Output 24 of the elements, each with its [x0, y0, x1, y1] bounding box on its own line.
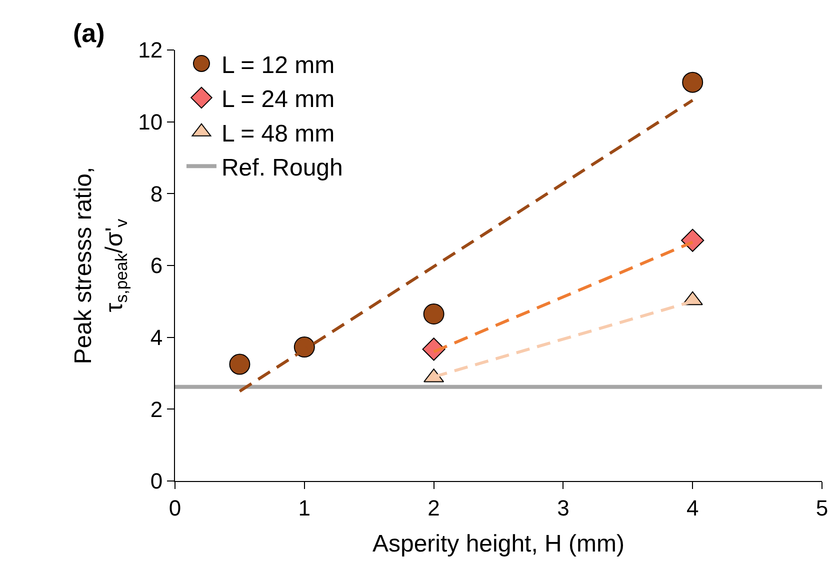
x-tick-label: 3 — [557, 495, 570, 520]
y-tick-label: 0 — [150, 468, 163, 494]
y-tick-label: 10 — [138, 110, 163, 135]
y-tick-label: 8 — [150, 181, 163, 206]
x-tick-label: 1 — [298, 495, 311, 520]
y-tick-label: 4 — [150, 325, 163, 350]
point — [681, 228, 704, 252]
point — [229, 354, 250, 375]
y-tick-label: 12 — [138, 38, 163, 63]
x-tick-label: 0 — [168, 495, 182, 520]
chart-title: (a) — [73, 18, 105, 48]
legend-label: L = 12 mm — [221, 52, 335, 79]
y-tick-label: 6 — [150, 253, 163, 278]
point — [423, 303, 444, 324]
legend-label: Ref. Rough — [221, 154, 343, 182]
x-tick-label: 2 — [428, 495, 440, 520]
x-tick-label: 5 — [816, 495, 828, 520]
legend-label: L = 24 mm — [221, 86, 335, 114]
y-tick-label: 2 — [150, 396, 163, 422]
point — [682, 72, 704, 93]
x-axis-title: Asperity height, H (mm) — [372, 530, 625, 558]
x-tick-label: 4 — [686, 495, 699, 520]
legend-label: L = 48 mm — [221, 120, 335, 148]
point — [294, 336, 315, 358]
